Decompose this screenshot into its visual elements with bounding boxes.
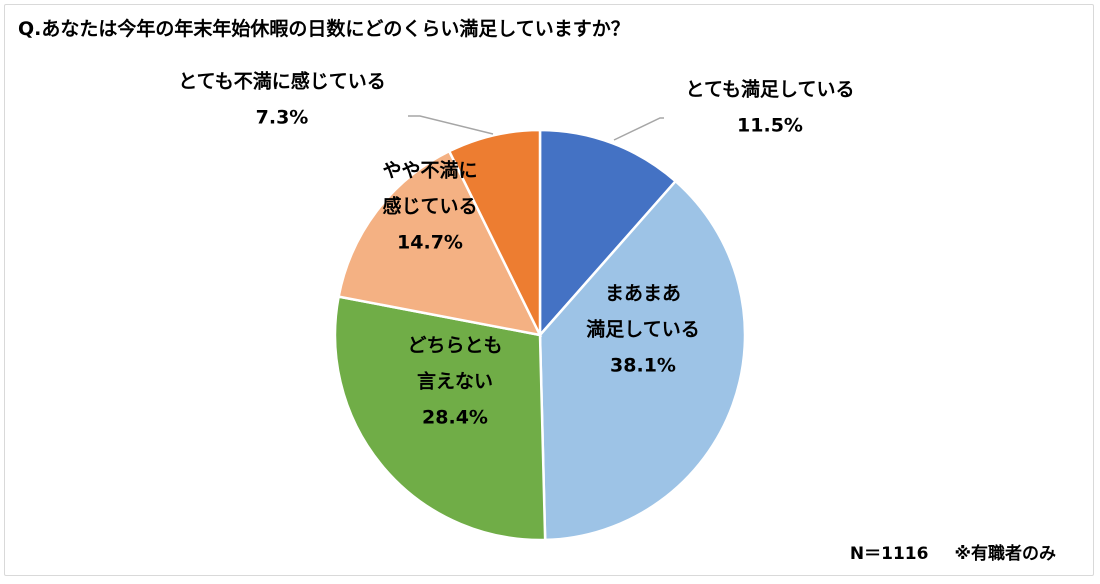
slice-category-label-2: 言えない — [417, 370, 493, 393]
slice-value-label-2: 28.4% — [422, 407, 488, 429]
pie-slice-0 — [538, 128, 678, 339]
slice-value-label-0: 11.5% — [737, 115, 803, 137]
slice-category-label-3: 感じている — [382, 195, 477, 218]
slice-category-label-1: まあまあ — [605, 283, 681, 305]
pie-slice-4 — [447, 128, 542, 336]
slice-category-label-0: とても満足している — [686, 79, 855, 101]
slice-value-label-1: 38.1% — [610, 355, 676, 377]
pie-slice-3 — [337, 149, 543, 337]
slice-category-label-3: やや不満に — [382, 160, 477, 182]
pie-slice-1 — [538, 179, 747, 542]
slice-category-label-1: 満足している — [586, 319, 699, 341]
footnote: N＝1116 ※有職者のみ — [850, 539, 1056, 564]
chart-title: Q.あなたは今年の年末年始休暇の日数にどのくらい満足していますか？ — [18, 18, 630, 40]
slice-category-label-2: どちらとも — [407, 335, 502, 357]
pie-slice-2 — [333, 295, 547, 542]
footnote-note: ※有職者のみ — [954, 544, 1056, 564]
slice-value-label-3: 14.7% — [397, 232, 463, 254]
leader-line-4 — [408, 115, 494, 135]
slice-category-label-4: とても不満に感じている — [178, 70, 385, 93]
leader-line-0 — [613, 117, 664, 141]
slice-value-label-4: 7.3% — [256, 107, 309, 129]
sample-size: N＝1116 — [849, 544, 929, 564]
